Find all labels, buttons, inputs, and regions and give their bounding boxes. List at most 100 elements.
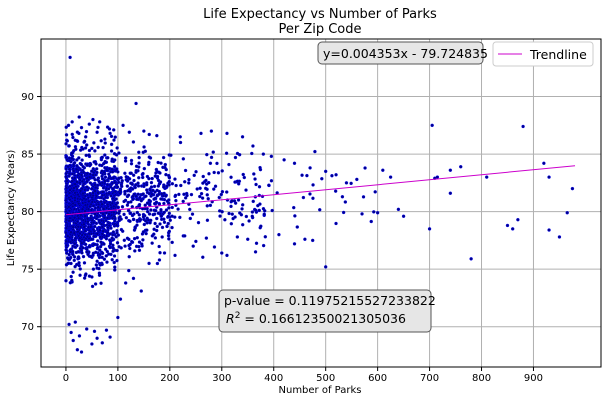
data-point [77,115,81,119]
data-point [75,158,79,162]
data-point [85,143,89,147]
data-point [92,234,96,239]
data-point [131,173,136,177]
data-point [170,225,174,230]
data-point [151,188,155,193]
data-point [208,203,213,208]
data-point [132,178,136,183]
data-point [114,223,119,227]
data-point [64,226,69,230]
data-point [111,249,115,253]
data-point [113,189,118,194]
data-point [105,249,109,254]
data-point [233,155,238,160]
data-point [83,203,88,207]
r2-text: R2 = 0.16612350021305036 [226,311,406,326]
data-point [90,275,94,279]
data-point [122,199,126,204]
data-point [100,177,105,181]
data-point [101,161,106,166]
data-point [68,250,73,254]
data-point [355,177,359,182]
data-points [64,55,575,354]
data-point [282,158,286,162]
data-point [156,184,161,188]
data-point [137,248,142,253]
data-point [84,129,89,134]
data-point [64,218,69,222]
data-point [68,216,72,220]
data-point [112,254,117,258]
data-point [120,184,124,189]
data-point [85,217,90,221]
data-point [267,183,271,187]
data-point [77,261,81,265]
data-point [152,197,156,201]
data-point [183,180,187,184]
data-point [510,227,515,231]
data-point [194,239,198,244]
data-point [130,187,135,191]
data-point [107,127,112,131]
data-point [79,173,84,177]
data-point [72,255,77,259]
data-point [102,170,106,175]
data-point [112,164,117,169]
data-point [165,224,169,229]
y-tick-label: 80 [21,207,34,218]
data-point [87,153,91,157]
data-point [137,161,141,165]
data-point [240,203,245,207]
data-point [95,239,100,243]
data-point [79,248,84,253]
data-point [127,268,131,273]
data-point [110,157,114,161]
data-point [86,252,90,257]
data-point [81,246,85,250]
data-point [363,166,367,170]
data-point [95,130,99,134]
data-point [81,165,85,169]
data-point [160,192,164,196]
data-point [250,151,254,156]
data-point [122,212,126,217]
data-point [112,214,116,219]
data-point [70,151,74,155]
data-point [80,179,85,184]
data-point [99,196,103,200]
data-point [154,167,159,172]
legend: Trendline [492,41,594,67]
data-point [113,268,117,272]
data-point [215,161,219,166]
data-point [100,341,105,345]
data-point [147,198,151,203]
data-point [72,207,77,211]
data-point [113,135,117,139]
data-point [149,185,154,189]
data-point [74,167,79,172]
data-point [112,138,116,142]
data-point [67,156,72,160]
data-point [83,232,87,237]
data-point [77,236,82,241]
data-point [141,215,146,219]
data-point [257,185,262,189]
data-point [92,242,96,247]
data-point [116,315,120,320]
data-point [263,235,268,239]
data-point [94,194,99,198]
data-point [145,201,150,205]
data-point [88,181,93,185]
data-point [77,181,82,185]
legend-trendline-label: Trendline [529,47,587,62]
data-point [155,224,159,229]
data-point [167,211,172,216]
data-point [323,265,328,269]
data-point [95,170,99,175]
data-point [131,197,135,202]
data-point [218,214,222,218]
data-point [91,204,96,208]
data-point [253,177,257,181]
x-tick-label: 900 [524,373,543,384]
data-point [105,182,110,187]
